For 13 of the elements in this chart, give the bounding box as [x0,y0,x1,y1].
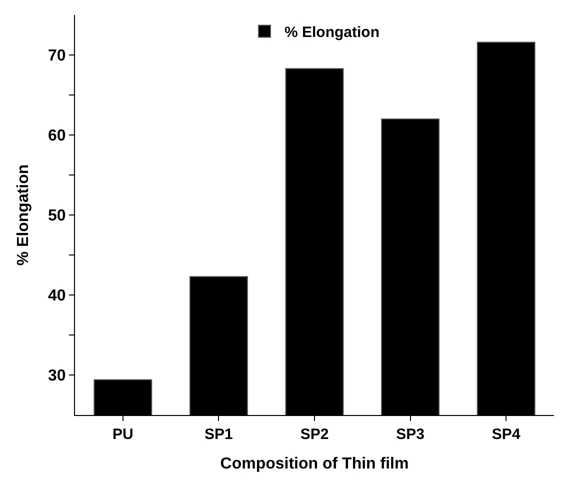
x-axis-title: Composition of Thin film [220,456,409,473]
y-tick-label: 40 [48,288,66,305]
y-tick-label: 50 [48,208,66,225]
x-tick-label: PU [112,426,134,443]
x-tick-label: SP1 [204,426,233,443]
x-tick-label: SP3 [396,426,424,443]
y-tick-label: 70 [48,48,66,65]
x-tick-label: SP4 [492,426,521,443]
legend-label: % Elongation [284,24,380,42]
x-tick-label: SP2 [300,426,329,443]
y-tick-label: 60 [48,128,66,145]
y-tick-label: 30 [48,368,66,385]
y-axis-title: % Elongation [14,164,32,266]
